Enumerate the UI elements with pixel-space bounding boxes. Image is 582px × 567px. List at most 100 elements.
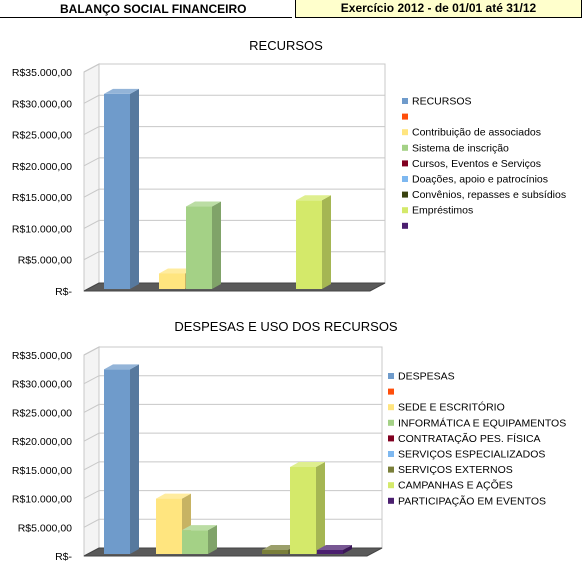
legend-item: SERVIÇOS ESPECIALIZADOS bbox=[388, 449, 545, 461]
gridline bbox=[83, 432, 382, 442]
legend-item: Sistema de inscrição bbox=[402, 142, 509, 154]
bar-top bbox=[262, 545, 297, 550]
bar-participa-o-em-eventos bbox=[317, 545, 352, 554]
gridline bbox=[83, 219, 385, 229]
gridline bbox=[83, 403, 382, 413]
legend-item bbox=[402, 222, 408, 229]
bar-top bbox=[317, 545, 352, 550]
legend-item bbox=[388, 388, 394, 395]
bar-front bbox=[296, 200, 322, 289]
legend-label: RECURSOS bbox=[412, 96, 472, 108]
bar-recursos bbox=[104, 88, 139, 290]
y-tick-label: R$20.000,00 bbox=[12, 436, 72, 448]
legend-item: CONTRATAÇÃO PES. FÍSICA bbox=[388, 432, 541, 445]
legend-swatch bbox=[388, 451, 394, 457]
report-title: BALANÇO SOCIAL FINANCEIRO bbox=[0, 0, 292, 18]
y-tick-label: R$5.000,00 bbox=[18, 255, 72, 267]
legend-label: Empréstimos bbox=[412, 205, 473, 217]
gridline bbox=[83, 490, 382, 500]
legend-swatch bbox=[388, 497, 394, 504]
bar-top bbox=[290, 461, 325, 467]
legend-swatch bbox=[402, 222, 408, 229]
legend-item: Cursos, Eventos e Serviços bbox=[402, 158, 541, 170]
y-tick-label: R$35.000,00 bbox=[12, 67, 72, 79]
y-tick-label: R$35.000,00 bbox=[12, 350, 72, 362]
bar-top bbox=[296, 195, 331, 201]
legend-label: PARTICIPAÇÃO EM EVENTOS bbox=[398, 494, 546, 507]
bar-front bbox=[156, 498, 182, 554]
gridline bbox=[83, 126, 385, 136]
chart-title: RECURSOS bbox=[249, 38, 323, 53]
legend-swatch bbox=[402, 144, 408, 151]
bar-top bbox=[186, 201, 221, 207]
y-tick-label: R$30.000,00 bbox=[12, 379, 72, 391]
bar-side bbox=[343, 545, 352, 554]
legend-label: INFORMÁTICA E EQUIPAMENTOS bbox=[398, 416, 566, 429]
plot-back-wall bbox=[98, 346, 383, 549]
y-tick-label: R$30.000,00 bbox=[12, 98, 72, 110]
bar-top bbox=[156, 493, 191, 499]
y-tick-label: R$15.000,00 bbox=[12, 192, 72, 204]
plot-side-wall bbox=[83, 63, 100, 292]
chart-despesas: DESPESAS E USO DOS RECURSOS R$35.000,00 R$… bbox=[12, 319, 566, 563]
bar-side bbox=[130, 364, 139, 554]
legend-swatch bbox=[388, 482, 394, 489]
plot-back-wall bbox=[98, 63, 386, 284]
legend-label: Sistema de inscrição bbox=[412, 142, 509, 154]
bar-empr-stimos bbox=[296, 195, 331, 289]
legend-item: SERVIÇOS EXTERNOS bbox=[388, 464, 513, 476]
legend-swatch bbox=[388, 419, 394, 426]
legend-swatch bbox=[402, 191, 408, 198]
y-tick-label: R$5.000,00 bbox=[18, 522, 72, 534]
legend-swatch bbox=[388, 373, 394, 379]
bar-front bbox=[182, 530, 208, 554]
gridline bbox=[83, 346, 382, 356]
legend-item: Contribuição de associados bbox=[402, 127, 541, 139]
chart-recursos: RECURSOS R$35.000,00 R$30.000,00 R$25.000,0… bbox=[12, 38, 566, 298]
bar-top bbox=[104, 364, 139, 370]
legend-swatch bbox=[402, 129, 408, 136]
bar-sistema-de-inscri-o bbox=[186, 201, 221, 289]
bar-side bbox=[130, 88, 139, 290]
y-tick-label: R$25.000,00 bbox=[12, 130, 72, 142]
legend-item bbox=[402, 113, 408, 120]
legend-swatch bbox=[402, 98, 408, 104]
legend-swatch bbox=[402, 207, 408, 214]
bar-front bbox=[159, 273, 185, 289]
legend-label: SERVIÇOS ESPECIALIZADOS bbox=[398, 449, 545, 461]
legend-label: SERVIÇOS EXTERNOS bbox=[398, 464, 513, 476]
legend-label: Doações, apoio e patrocínios bbox=[412, 174, 548, 186]
legend-swatch bbox=[388, 404, 394, 411]
y-tick-label: R$20.000,00 bbox=[12, 161, 72, 173]
bar-top bbox=[182, 525, 217, 531]
plot-side-wall bbox=[83, 346, 100, 557]
gridline bbox=[83, 63, 385, 73]
y-tick-label: R$10.000,00 bbox=[12, 223, 72, 235]
y-tick-label: R$15.000,00 bbox=[12, 465, 72, 477]
gridline bbox=[83, 461, 382, 471]
y-tick-label: R$- bbox=[55, 286, 72, 298]
bar-side bbox=[208, 525, 217, 554]
legend-item: PARTICIPAÇÃO EM EVENTOS bbox=[388, 494, 546, 507]
legend-item: CAMPANHAS E AÇÕES bbox=[388, 479, 513, 492]
bar-top bbox=[104, 88, 139, 94]
legend-item: Empréstimos bbox=[402, 205, 473, 217]
bar-side bbox=[316, 461, 325, 554]
y-tick-label: R$10.000,00 bbox=[12, 494, 72, 506]
bar-campanhas-e-a-es bbox=[290, 461, 325, 554]
legend-label: Convênios, repasses e subsídios bbox=[412, 189, 566, 201]
legend-item: RECURSOS bbox=[402, 96, 472, 108]
legend-swatch bbox=[402, 113, 408, 120]
gridline bbox=[83, 375, 382, 385]
bar-despesas bbox=[104, 364, 139, 554]
bar-side bbox=[322, 195, 331, 289]
legend-label: Cursos, Eventos e Serviços bbox=[412, 158, 541, 170]
legend-item: Convênios, repasses e subsídios bbox=[402, 189, 566, 201]
legend-swatch bbox=[388, 435, 394, 442]
y-tick-label: R$- bbox=[55, 551, 72, 563]
bar-inform-tica-e-equipamentos bbox=[182, 525, 217, 554]
legend-label: SEDE E ESCRITÓRIO bbox=[398, 401, 505, 414]
legend-label: CAMPANHAS E AÇÕES bbox=[398, 479, 513, 492]
bar-side bbox=[212, 201, 221, 289]
